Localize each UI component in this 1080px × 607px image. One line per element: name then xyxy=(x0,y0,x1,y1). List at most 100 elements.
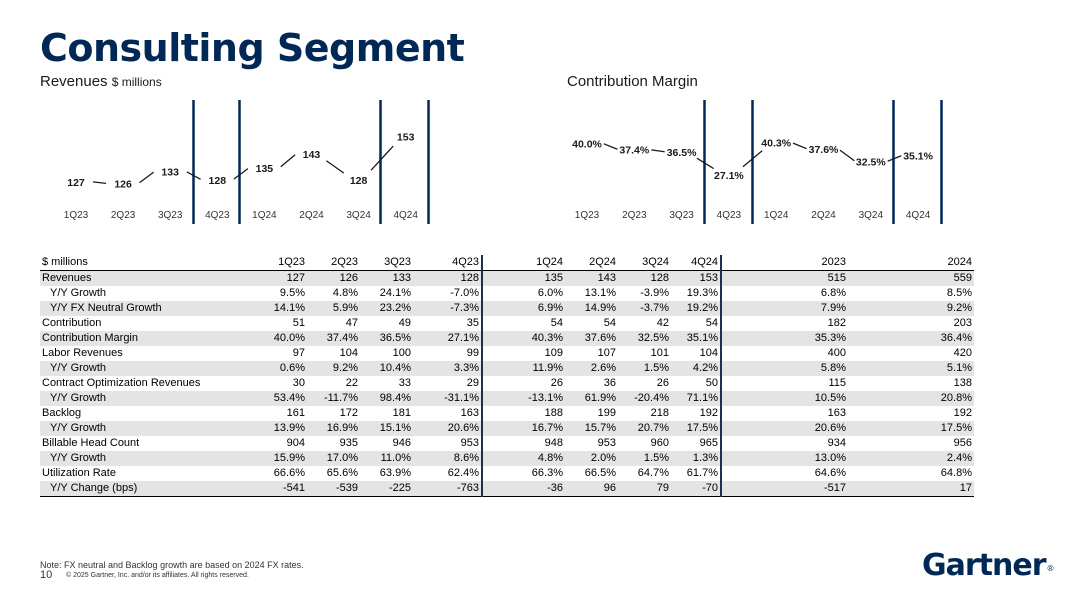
series-line-segment xyxy=(186,171,201,180)
table-header-cell: 1Q24 xyxy=(482,255,565,271)
table-cell: 6.0% xyxy=(537,287,563,299)
table-row: Utilization Rate 66.6% 65.6% 63.9% 62.4% 66.3… xyxy=(40,466,974,481)
table-row: Y/Y FX Neutral Growth 14.1% 5.9% 23.2% -7.3%… xyxy=(40,301,974,316)
table-cell: 40.0% xyxy=(224,331,307,346)
x-tick-label: 2Q23 xyxy=(622,210,647,221)
table-cell: -517 xyxy=(721,481,848,497)
table-cell: -31.1% xyxy=(413,391,483,406)
table-header-cell: 3Q23 xyxy=(360,255,413,271)
table-row: Y/Y Growth 0.6% 9.2% 10.4% 3.3% 11.9% 2.6% 1.5%… xyxy=(40,361,974,376)
table-cell: 97 xyxy=(292,347,305,359)
data-label: 143 xyxy=(303,149,321,161)
table-cell: 2.0% xyxy=(565,451,618,466)
table-cell: 946 xyxy=(392,437,411,449)
table-cell: 135 xyxy=(482,270,565,286)
x-tick-label: 1Q23 xyxy=(575,210,600,221)
revenues-label: Revenues xyxy=(40,73,108,90)
table-row: Contribution Margin 40.0% 37.4% 36.5% 27.1% 4… xyxy=(40,331,974,346)
table-cell: 35.1% xyxy=(671,331,722,346)
series-line-segment xyxy=(325,160,345,174)
table-cell: 33 xyxy=(398,377,411,389)
registered-mark: ® xyxy=(1046,564,1055,573)
table-row: Y/Y Growth 9.5% 4.8% 24.1% -7.0% 6.0% 13.1% -3.… xyxy=(40,286,974,301)
table-row: Y/Y Growth 53.4% -11.7% 98.4% -31.1% -13.1% 61… xyxy=(40,391,974,406)
row-label: Billable Head Count xyxy=(42,437,140,449)
table-row: Y/Y Change (bps) -541 -539 -225 -763 -36 96 79-… xyxy=(40,481,974,497)
table-cell: 96 xyxy=(565,481,618,497)
data-label: 40.0% xyxy=(572,138,602,150)
table-cell: 14.9% xyxy=(565,301,618,316)
table-cell: 15.1% xyxy=(360,421,413,436)
table-cell: 163 xyxy=(827,407,846,419)
row-label: Y/Y Growth xyxy=(40,421,224,436)
x-tick-label: 2Q24 xyxy=(299,210,324,221)
margin-chart-title: Contribution Margin xyxy=(567,73,698,90)
data-label: 37.6% xyxy=(809,144,839,156)
x-tick-label: 4Q24 xyxy=(393,210,418,221)
table-cell: 49 xyxy=(398,317,411,329)
table-cell: 163 xyxy=(413,406,483,421)
table-cell: 15.7% xyxy=(565,421,618,436)
data-label: 36.5% xyxy=(667,147,697,159)
table-cell: 965 xyxy=(671,436,722,451)
copyright: © 2025 Gartner, Inc. and/or its affiliat… xyxy=(66,572,249,579)
table-cell: 37.4% xyxy=(307,331,360,346)
table-cell: 42 xyxy=(656,317,669,329)
table-cell: 128 xyxy=(413,270,483,286)
x-tick-label: 3Q23 xyxy=(158,210,183,221)
series-line-segment xyxy=(651,149,665,153)
data-label: 128 xyxy=(350,175,368,187)
series-line-segment xyxy=(233,168,249,180)
table-cell: 9.2% xyxy=(848,301,974,316)
financial-table: $ millions 1Q23 2Q23 3Q23 4Q23 1Q24 2Q24 3Q24 4Q… xyxy=(40,255,974,497)
footnote: Note: FX neutral and Backlog growth are … xyxy=(40,560,304,570)
row-label: Contribution Margin xyxy=(40,331,224,346)
table-cell: 64.6% xyxy=(814,467,846,479)
table-cell: 9.5% xyxy=(279,287,305,299)
table-cell: 5.8% xyxy=(721,361,848,376)
x-tick-label: 1Q24 xyxy=(252,210,277,221)
table-cell: 3.3% xyxy=(413,361,483,376)
row-label: Y/Y Growth xyxy=(40,451,224,466)
table-cell: 6.8% xyxy=(820,287,846,299)
table-header-cell: 4Q23 xyxy=(413,255,483,271)
table-cell: 13.0% xyxy=(721,451,848,466)
table-cell: 153 xyxy=(671,270,722,286)
data-label: 128 xyxy=(209,175,227,187)
table-cell: 63.9% xyxy=(379,467,411,479)
table-cell: 65.6% xyxy=(326,467,358,479)
table-cell: 934 xyxy=(827,437,846,449)
data-label: 133 xyxy=(161,166,179,178)
data-label: 27.1% xyxy=(714,170,744,182)
series-line-segment xyxy=(280,154,296,168)
table-cell: 13.1% xyxy=(584,287,616,299)
table-cell: 8.6% xyxy=(413,451,483,466)
table-cell: 172 xyxy=(339,407,358,419)
table-row: Revenues 127 126 133 128 135 143 128 153 515 559 xyxy=(40,270,974,286)
table-cell: 7.9% xyxy=(721,301,848,316)
table-cell: 161 xyxy=(286,407,305,419)
table-cell: 20.6% xyxy=(413,421,483,436)
table-cell: 5.1% xyxy=(848,361,974,376)
table-cell: 203 xyxy=(953,317,972,329)
table-header-row: $ millions 1Q23 2Q23 3Q23 4Q23 1Q24 2Q24 3Q24 4Q… xyxy=(40,255,974,271)
table-header-cell: 2Q24 xyxy=(565,255,618,271)
table-cell: 23.2% xyxy=(360,301,413,316)
row-label: Backlog xyxy=(42,407,82,419)
table-header-cell: 4Q24 xyxy=(671,255,722,271)
x-tick-label: 4Q23 xyxy=(717,210,742,221)
table-cell: 71.1% xyxy=(671,391,722,406)
x-tick-label: 3Q24 xyxy=(346,210,371,221)
row-label: Y/Y FX Neutral Growth xyxy=(40,301,224,316)
x-tick-label: 3Q24 xyxy=(859,210,884,221)
page-title: Consulting Segment xyxy=(40,26,465,70)
table-cell: 17 xyxy=(848,481,974,497)
page-number: 10 xyxy=(40,569,53,581)
table-cell: 20.6% xyxy=(721,421,848,436)
x-tick-label: 2Q23 xyxy=(111,210,136,221)
x-tick-label: 4Q24 xyxy=(906,210,931,221)
table-cell: 960 xyxy=(650,437,669,449)
table-cell: 54 xyxy=(671,316,722,331)
table-cell: 50 xyxy=(671,376,722,391)
contribution-margin-line-chart: 40.0% 37.4% 36.5% 27.1% 40.3% 37.6% 32.5% 35.1%… xyxy=(572,100,943,224)
